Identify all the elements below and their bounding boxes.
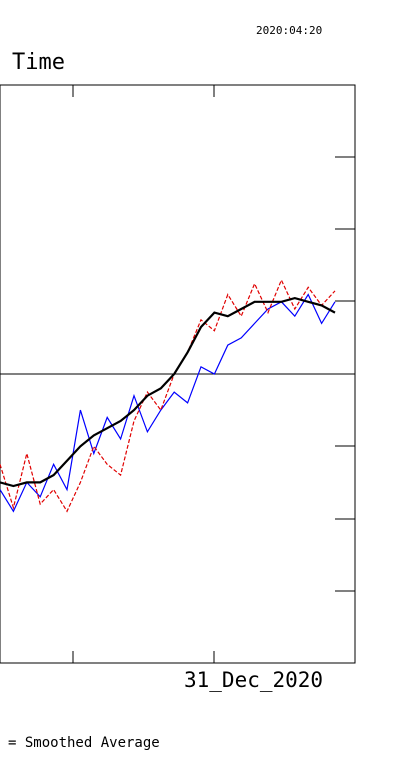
series-line-1 [0,278,336,513]
series-layer [0,278,336,513]
series-line-0 [0,293,336,513]
series-line-2 [0,296,336,488]
date-stamp: 2020:04:20 [256,24,323,37]
chart-title: Time [12,50,65,75]
x-tick-label: 31_Dec_2020 [184,668,324,692]
legend-text: = Smoothed Average [8,735,160,751]
